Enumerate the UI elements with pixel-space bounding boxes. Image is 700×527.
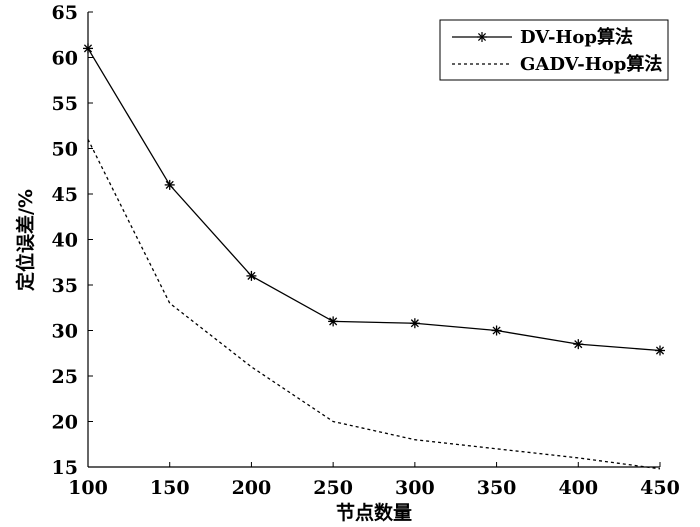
data-point <box>164 179 175 190</box>
y-tick-label: 15 <box>52 457 78 479</box>
x-ticks: 100 150 200 250 300 350 400 450 <box>68 462 680 499</box>
data-point <box>655 345 665 356</box>
y-tick-label: 25 <box>52 366 78 388</box>
y-tick-label: 45 <box>52 184 78 206</box>
legend: DV-Hop算法 GADV-Hop算法 <box>439 19 669 81</box>
y-tick-label: 50 <box>52 139 78 161</box>
x-tick-label: 400 <box>558 477 598 499</box>
legend-box <box>439 19 669 81</box>
y-tick-label: 55 <box>52 93 78 115</box>
x-axis-title: 节点数量 <box>336 501 412 524</box>
x-tick-label: 200 <box>232 477 272 499</box>
x-tick-label: 450 <box>640 477 680 499</box>
series-layer <box>83 43 665 470</box>
y-tick-label: 35 <box>52 275 78 297</box>
data-point <box>328 316 339 327</box>
data-point <box>491 325 502 336</box>
legend-label-gadv-hop: GADV-Hop算法 <box>520 53 662 75</box>
series-line-0 <box>87 48 661 352</box>
series-line-1 <box>87 139 661 470</box>
data-point <box>573 339 584 350</box>
legend-marker-dv-hop <box>477 32 487 42</box>
data-point <box>246 270 257 281</box>
data-point <box>409 318 420 329</box>
y-axis-title: 定位误差/% <box>14 189 37 291</box>
x-tick-label: 300 <box>395 477 435 499</box>
y-tick-label: 40 <box>52 230 78 252</box>
y-tick-label: 20 <box>52 412 78 434</box>
x-tick-label: 150 <box>150 477 190 499</box>
x-tick-label: 250 <box>313 477 353 499</box>
x-tick-label: 350 <box>477 477 517 499</box>
y-tick-label: 65 <box>52 2 78 24</box>
legend-label-dv-hop: DV-Hop算法 <box>520 26 633 48</box>
data-point <box>83 43 93 54</box>
y-tick-label: 60 <box>52 48 78 70</box>
y-tick-label: 30 <box>52 321 78 343</box>
x-tick-label: 100 <box>68 477 108 499</box>
y-ticks: 15 20 25 30 35 40 45 50 55 60 65 <box>52 2 93 479</box>
